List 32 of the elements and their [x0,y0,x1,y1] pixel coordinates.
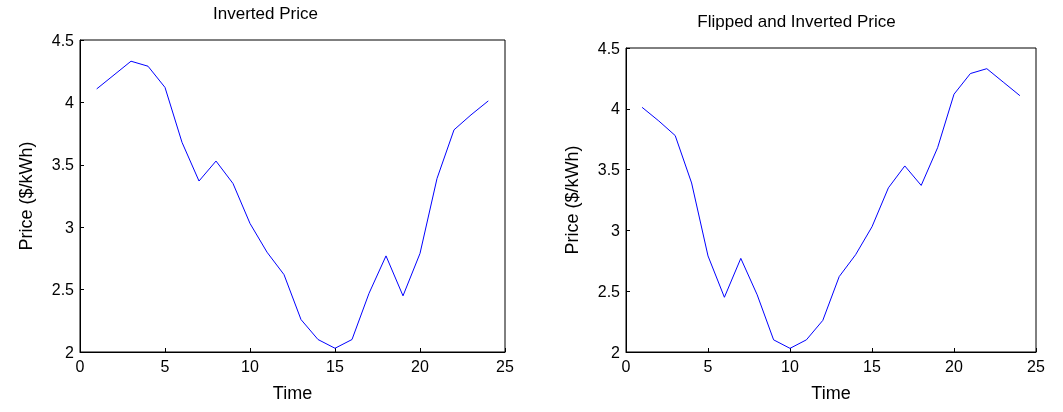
y-tick-label: 3 [65,218,75,236]
y-tick-label: 2 [611,343,621,361]
y-tick-label: 2.5 [51,281,75,299]
x-tick-label: 0 [75,357,85,375]
line-series [641,68,1021,349]
y-tick-label: 3.5 [51,156,75,174]
x-tick-label: 15 [863,357,881,375]
y-tick-label: 3.5 [597,161,621,179]
x-tick-label: 25 [496,357,514,375]
chart-title: Flipped and Inverted Price [697,12,896,31]
x-tick-label: 25 [1027,357,1045,375]
x-tick-label: 5 [703,357,713,375]
x-tick-label: 5 [160,357,170,375]
y-axis-title: Price ($/kWh) [562,145,582,255]
x-tick-label: 10 [241,357,259,375]
y-tick-label: 3 [611,221,621,239]
y-tick-label: 4.5 [51,31,75,49]
chart-title: Inverted Price [213,4,318,23]
line-series [96,60,489,349]
x-tick-label: 0 [621,357,631,375]
x-tick-label: 15 [326,357,344,375]
y-tick-label: 2 [65,343,75,361]
x-tick-label: 20 [945,357,963,375]
y-tick-label: 2.5 [597,282,621,300]
x-tick-label: 20 [411,357,429,375]
y-tick-label: 4.5 [597,39,621,57]
x-axis-title: Time [272,383,313,403]
y-tick-label: 4 [65,93,75,111]
x-tick-label: 10 [781,357,799,375]
y-tick-label: 4 [611,100,621,118]
y-axis-title: Price ($/kWh) [16,141,36,251]
x-axis-title: Time [811,383,851,403]
